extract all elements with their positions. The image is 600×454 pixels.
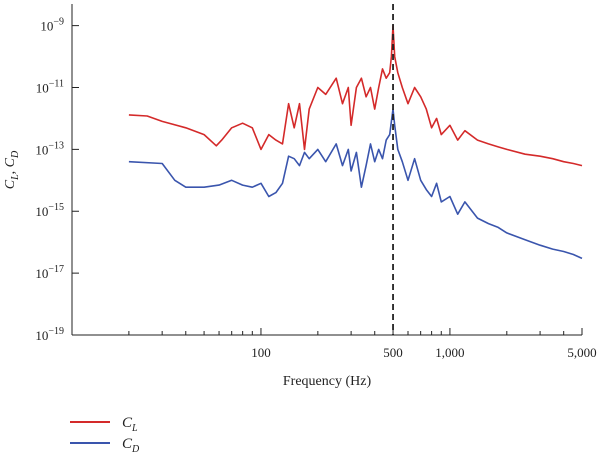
y-tick-label-exp: −9 (53, 17, 64, 28)
legend-label-cl: CL (122, 415, 138, 434)
y-tick-label: 10−17 (35, 264, 64, 281)
y-tick-label-exp: −13 (48, 140, 64, 151)
y-tick-label-base: 10 (35, 142, 48, 157)
y-axis-title-sub-1: L (10, 174, 21, 181)
legend-label-cd: CD (122, 436, 140, 454)
y-axis-title-main-1: C (3, 179, 18, 189)
series-group (128, 24, 583, 260)
y-tick-label: 10−13 (35, 140, 64, 157)
y-axis-title: CL, CD (3, 150, 21, 189)
series-line-cl (128, 24, 583, 167)
legend: CL CD (70, 415, 140, 454)
x-tick-label: 100 (251, 345, 271, 360)
x-axis-title: Frequency (Hz) (283, 374, 372, 389)
y-axis-title-separator: , (3, 167, 18, 174)
x-tick-label: 1,000 (435, 345, 464, 360)
legend-label-cd-main: C (122, 436, 133, 452)
x-tick-label: 500 (383, 345, 403, 360)
y-tick-label-exp: −11 (49, 78, 64, 89)
x-tick-label: 5,000 (567, 345, 596, 360)
y-tick-label-base: 10 (35, 204, 48, 219)
y-tick-label-exp: −15 (48, 202, 64, 213)
y-tick-label: 10−15 (35, 202, 64, 219)
plot-area: 100 500 1,000 5,000 10−910−1110−1310−1510−1… (35, 4, 597, 360)
y-tick-label: 10−19 (35, 326, 64, 343)
legend-label-cl-main: C (122, 415, 133, 431)
y-tick-label: 10−9 (40, 17, 64, 34)
y-axis-title-main-2: C (3, 157, 18, 167)
legend-label-cd-sub: D (131, 444, 140, 454)
y-tick-label-exp: −19 (48, 326, 64, 337)
x-axis-ticks: 100 500 1,000 5,000 (71, 328, 597, 360)
y-tick-label: 10−11 (36, 78, 64, 95)
series-line-cd (128, 108, 583, 260)
y-tick-label-base: 10 (35, 266, 48, 281)
y-tick-label-base: 10 (35, 328, 48, 343)
y-tick-label-exp: −17 (48, 264, 64, 275)
y-axis-title-sub-2: D (10, 150, 21, 159)
y-tick-label-base: 10 (36, 80, 49, 95)
legend-label-cl-sub: L (131, 423, 138, 434)
y-tick-label-base: 10 (40, 19, 53, 34)
